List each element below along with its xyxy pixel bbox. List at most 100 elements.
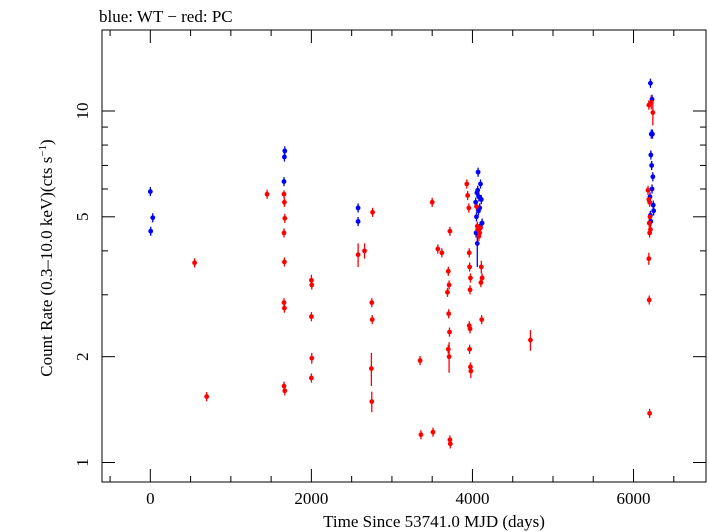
wt-data-point (650, 202, 656, 208)
pc-data-point (465, 193, 471, 198)
wt-data-point (474, 241, 480, 246)
wt-data-point (649, 186, 655, 192)
pc-data-point (647, 199, 653, 205)
pc-data-point (445, 268, 451, 274)
wt-data-point (282, 148, 288, 154)
wt-data-point (478, 181, 483, 187)
pc-data-point (645, 187, 651, 193)
pc-data-point (429, 199, 435, 205)
pc-data-point (309, 355, 315, 361)
y-tick-label: 10 (73, 102, 92, 119)
pc-data-point (467, 264, 473, 270)
pc-data-point (282, 259, 287, 265)
pc-data-point (478, 264, 484, 270)
pc-data-point (282, 388, 288, 394)
wt-data-point (147, 189, 153, 194)
pc-data-point (369, 399, 375, 405)
pc-data-point (308, 277, 314, 283)
pc-data-point (478, 280, 484, 285)
pc-data-point (204, 394, 210, 399)
pc-data-point (646, 297, 652, 303)
pc-data-point (479, 275, 485, 281)
pc-data-point (648, 99, 654, 105)
wt-data-point (648, 80, 653, 86)
pc-data-point (192, 260, 198, 266)
pc-data-point (369, 317, 375, 322)
pc-data-point (467, 326, 473, 332)
wt-data-point (475, 169, 481, 175)
pc-data-point (282, 305, 287, 311)
y-tick-label: 1 (73, 458, 92, 467)
wt-data-point (476, 208, 481, 214)
pc-data-point (430, 429, 436, 435)
pc-data-point (479, 317, 485, 322)
wt-data-point (150, 215, 156, 221)
pc-data-point (447, 437, 453, 443)
plot-frame (101, 29, 707, 483)
pc-data-point (468, 368, 474, 374)
pc-data-point (435, 246, 441, 252)
wt-data-point (282, 154, 287, 160)
pc-data-point (646, 256, 652, 262)
pc-data-point (308, 375, 314, 381)
pc-data-point (447, 228, 453, 234)
pc-data-point (477, 230, 483, 236)
pc-data-point (281, 383, 287, 389)
wt-data-point (281, 179, 287, 184)
pc-data-point (468, 364, 473, 370)
pc-data-point (528, 337, 533, 343)
pc-data-point (418, 432, 424, 438)
pc-data-point (446, 354, 452, 360)
x-tick-label: 6000 (617, 489, 651, 508)
pc-data-point (281, 300, 287, 306)
data-points (147, 80, 657, 447)
pc-data-point (369, 300, 375, 306)
y-axis-title-close: ) (37, 139, 56, 145)
wt-data-point (474, 214, 479, 220)
x-tick-label: 4000 (455, 489, 489, 508)
pc-data-point (647, 410, 653, 416)
x-tick-label: 0 (146, 489, 155, 508)
chart-title: blue: WT − red: PC (99, 7, 233, 26)
pc-data-point (282, 199, 287, 205)
pc-data-point (466, 205, 472, 211)
pc-data-point (447, 441, 453, 447)
pc-data-point (446, 282, 452, 288)
x-tick-labels: 0 2000 4000 6000 (146, 489, 650, 508)
pc-data-point (468, 275, 473, 281)
pc-data-point (309, 282, 315, 288)
pc-data-point (650, 110, 656, 115)
pc-data-point (647, 214, 653, 220)
wt-data-point (478, 197, 484, 202)
pc-data-point (447, 329, 452, 335)
pc-data-point (478, 225, 483, 231)
pc-data-point (646, 220, 652, 226)
error-bars (149, 78, 655, 449)
pc-data-point (445, 289, 450, 295)
pc-data-point (467, 287, 473, 293)
wt-data-point (148, 228, 154, 234)
x-axis-title: Time Since 53741.0 MJD (days) (323, 512, 545, 531)
wt-data-point (473, 199, 479, 205)
y-axis-title-main: Count Rate (0.3–10.0 keV)(cts s (37, 157, 56, 377)
y-tick-label: 2 (73, 352, 92, 361)
pc-data-point (281, 230, 287, 236)
pc-data-point (647, 230, 653, 236)
pc-data-point (474, 204, 479, 209)
y-axis-title: Count Rate (0.3–10.0 keV)(cts s−1) (37, 139, 56, 376)
wt-data-point (355, 205, 361, 211)
pc-data-point (467, 346, 473, 352)
pc-data-point (417, 358, 423, 363)
wt-data-point (651, 208, 657, 214)
pc-data-point (368, 366, 374, 371)
pc-data-point (464, 181, 470, 187)
y-tick-labels: 1 2 5 10 (73, 102, 92, 466)
pc-data-point (446, 311, 452, 317)
pc-data-point (355, 252, 361, 258)
wt-data-point (650, 131, 655, 137)
wt-data-point (475, 187, 481, 193)
pc-data-point (308, 314, 314, 320)
wt-data-point (355, 219, 361, 224)
pc-data-point (466, 250, 472, 256)
